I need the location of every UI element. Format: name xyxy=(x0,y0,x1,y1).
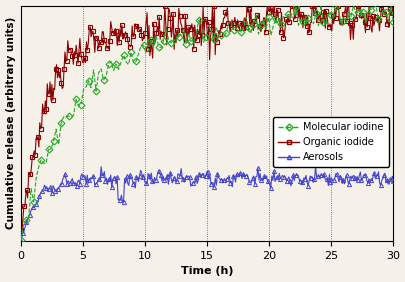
X-axis label: Time (h): Time (h) xyxy=(181,266,233,276)
Y-axis label: Cumulative release (arbitrary units): Cumulative release (arbitrary units) xyxy=(6,17,15,230)
Legend: Molecular iodine, Organic iodide, Aerosols: Molecular iodine, Organic iodide, Aeroso… xyxy=(273,118,388,167)
